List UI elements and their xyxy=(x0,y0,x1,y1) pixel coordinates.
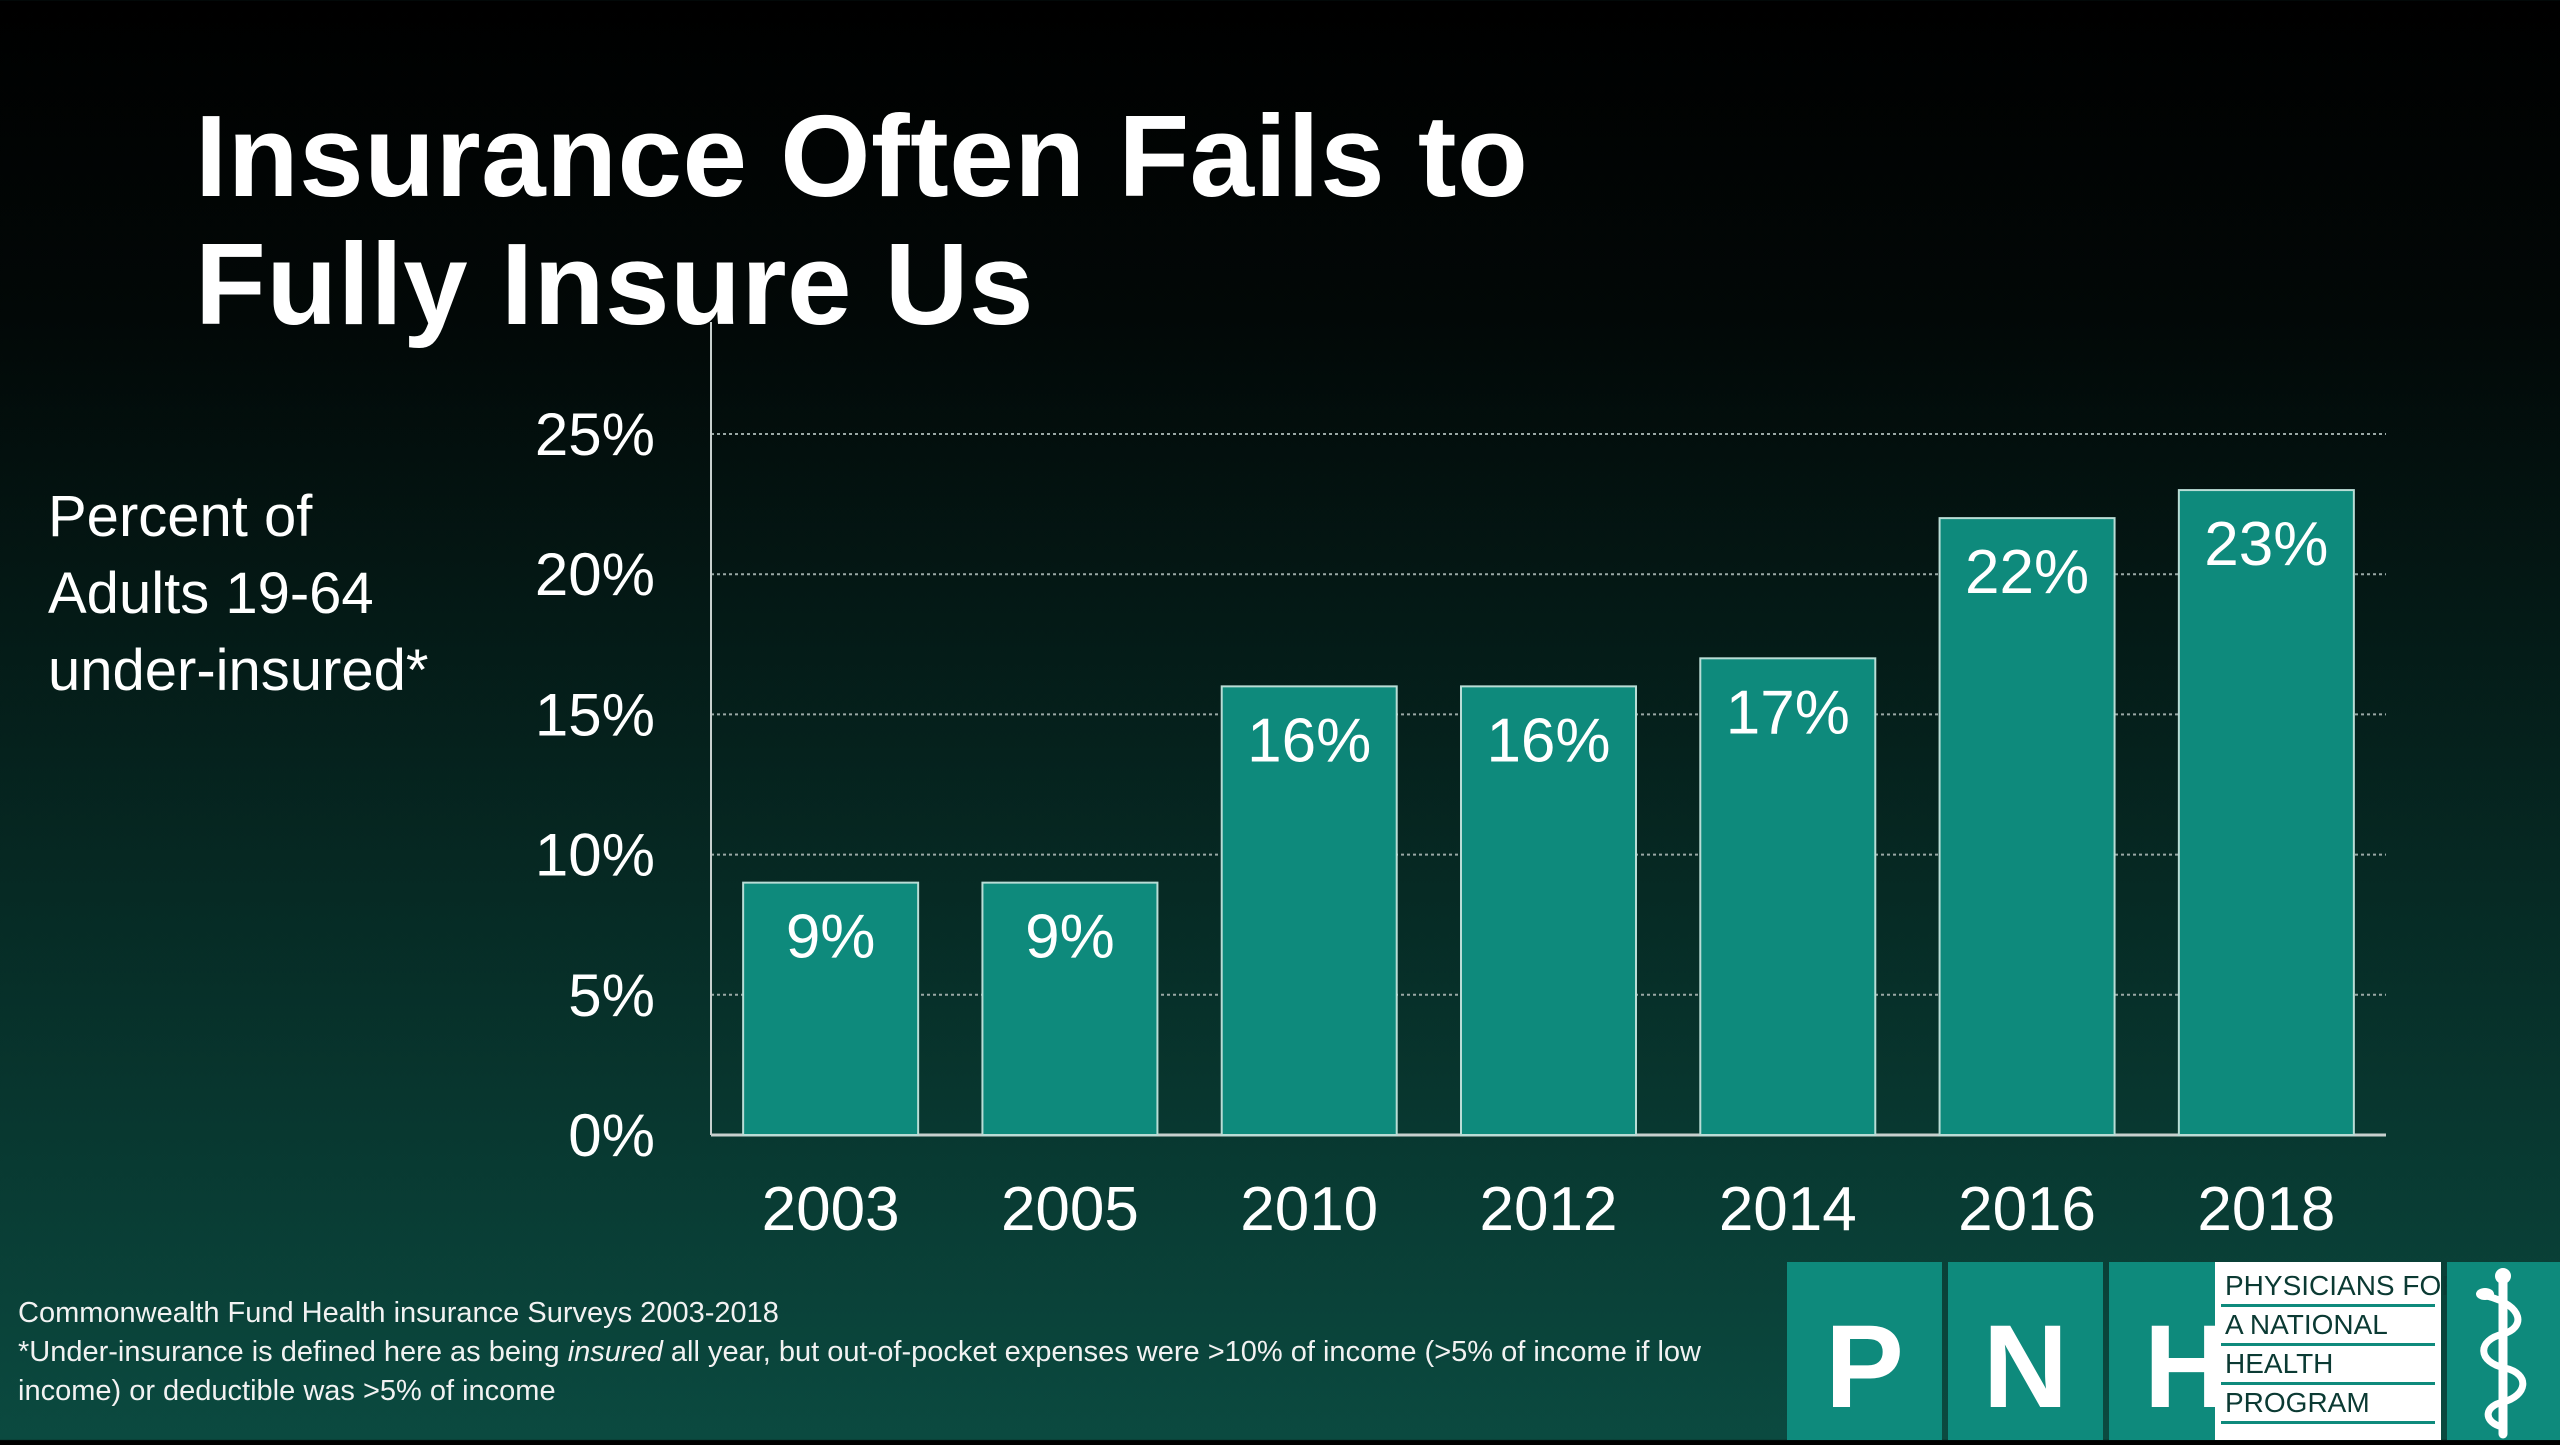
y-tick-label: 15% xyxy=(535,681,655,748)
y-tick-label: 20% xyxy=(535,541,655,608)
bar xyxy=(1938,517,2116,1136)
data-label: 9% xyxy=(1025,903,1115,972)
bar xyxy=(2177,489,2355,1136)
bar xyxy=(1460,685,1637,1136)
bar-chart: 0% 5% 10% 15% 20% 25% 9% 2003 9% 2005 16% 2010 16% 20… xyxy=(535,322,2386,1244)
y-axis-label: Percent of Adults 19-64 under-insured* xyxy=(48,484,429,703)
x-tick-label: 2005 xyxy=(1001,1175,1139,1244)
y-tick-label: 10% xyxy=(535,822,655,889)
x-tick-label: 2010 xyxy=(1240,1175,1378,1244)
logo-text-line: A NATIONAL xyxy=(2221,1307,2435,1346)
caduceus-icon xyxy=(2447,1262,2560,1440)
logo-letter: P xyxy=(1787,1262,1942,1440)
y-tick-label: 25% xyxy=(535,401,655,468)
slide-title: Insurance Often Fails to Fully Insure Us xyxy=(195,91,1529,349)
logo-text-line: PROGRAM xyxy=(2221,1385,2435,1424)
data-label: 17% xyxy=(1726,678,1850,747)
data-label: 16% xyxy=(1486,706,1610,775)
x-tick-label: 2014 xyxy=(1719,1175,1857,1244)
x-tick-label: 2018 xyxy=(2197,1175,2335,1244)
x-tick-label: 2012 xyxy=(1480,1175,1618,1244)
bar xyxy=(1220,685,1398,1136)
definition-part-1: *Under-insurance is defined here as bein… xyxy=(18,1336,568,1368)
logo-text-line: PHYSICIANS FOR xyxy=(2221,1268,2461,1307)
definition-italic: insured xyxy=(567,1336,663,1368)
data-label: 9% xyxy=(786,903,876,972)
bar xyxy=(1699,657,1877,1136)
y-tick-label: 5% xyxy=(568,962,655,1029)
data-label: 16% xyxy=(1247,706,1371,775)
data-label: 22% xyxy=(1965,538,2089,607)
definition-part-2: all year, but out-of-pocket expenses wer… xyxy=(18,1336,1701,1407)
y-tick-label: 0% xyxy=(568,1102,655,1169)
x-tick-label: 2016 xyxy=(1958,1175,2096,1244)
data-label: 23% xyxy=(2204,510,2328,579)
pnhp-logo: P N H P PHYSICIANS FOR A NATIONAL HEALTH… xyxy=(1787,1262,2560,1440)
definition-note: *Under-insurance is defined here as bein… xyxy=(18,1333,1748,1411)
bar xyxy=(981,881,1159,1137)
source-note: Commonwealth Fund Health insurance Surve… xyxy=(18,1297,779,1329)
x-tick-label: 2003 xyxy=(762,1175,900,1244)
bar xyxy=(742,881,920,1137)
footnote: Commonwealth Fund Health insurance Surve… xyxy=(18,1294,1748,1411)
logo-text-line: HEALTH xyxy=(2221,1346,2435,1385)
logo-letter: N xyxy=(1948,1262,2103,1440)
logo-text-block: PHYSICIANS FOR A NATIONAL HEALTH PROGRAM xyxy=(2215,1262,2461,1440)
